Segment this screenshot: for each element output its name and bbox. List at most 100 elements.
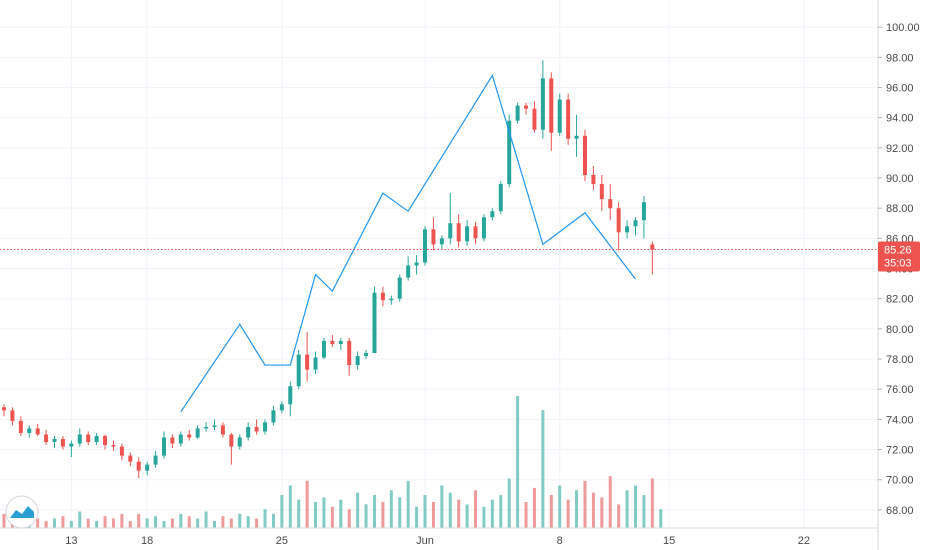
candle[interactable] [414, 254, 419, 275]
volume-bar [86, 518, 90, 528]
candle[interactable] [456, 214, 461, 248]
candle[interactable] [431, 217, 436, 251]
candle[interactable] [380, 286, 385, 307]
candle[interactable] [220, 422, 225, 438]
volume-bar [516, 396, 520, 528]
candle[interactable] [77, 428, 82, 447]
volume-bar [406, 480, 410, 528]
candle[interactable] [557, 93, 562, 136]
volume-bar [474, 490, 478, 528]
candle[interactable] [119, 443, 124, 461]
candle[interactable] [27, 425, 32, 438]
candle[interactable] [625, 220, 630, 239]
candle[interactable] [170, 434, 175, 449]
candle[interactable] [321, 337, 326, 360]
candle[interactable] [608, 184, 613, 221]
volume-bar [423, 495, 427, 528]
candle[interactable] [641, 196, 646, 239]
candle[interactable] [591, 165, 596, 191]
candle[interactable] [582, 129, 587, 182]
candle[interactable] [18, 416, 23, 436]
candle[interactable] [389, 295, 394, 305]
candle[interactable] [187, 429, 192, 441]
candle[interactable] [481, 214, 486, 242]
volume-bar [356, 492, 360, 528]
candle[interactable] [355, 351, 360, 370]
candle[interactable] [305, 331, 310, 382]
candle[interactable] [60, 435, 65, 450]
candle[interactable] [229, 432, 234, 465]
candle[interactable] [633, 217, 638, 236]
candle[interactable] [136, 457, 141, 479]
candle[interactable] [263, 419, 268, 435]
candle[interactable] [271, 405, 276, 426]
y-tick-label: 76.00 [886, 384, 914, 396]
candle[interactable] [94, 432, 99, 446]
candle[interactable] [397, 274, 402, 302]
candle[interactable] [288, 381, 293, 417]
candle[interactable] [279, 401, 284, 414]
candle[interactable] [204, 422, 209, 432]
candle[interactable] [616, 202, 621, 251]
candle[interactable] [498, 181, 503, 215]
candle[interactable] [406, 256, 411, 281]
candle[interactable] [330, 334, 335, 347]
volume-bar [145, 518, 149, 528]
candle[interactable] [423, 226, 427, 266]
volume-bar [431, 502, 435, 528]
candle[interactable] [347, 337, 352, 376]
candle[interactable] [296, 349, 301, 390]
candle[interactable] [515, 102, 520, 124]
volume-bar [558, 485, 562, 528]
candle[interactable] [246, 422, 251, 441]
candle[interactable] [549, 72, 554, 151]
volume-bar [221, 516, 225, 528]
candle[interactable] [473, 221, 478, 245]
tradingview-logo-icon[interactable] [5, 495, 39, 529]
candle[interactable] [52, 435, 57, 449]
candle[interactable] [532, 101, 537, 133]
candle[interactable] [212, 419, 217, 430]
candle[interactable] [313, 351, 318, 375]
candle[interactable] [153, 451, 158, 468]
candle[interactable] [161, 431, 166, 459]
time-axis[interactable]: 13 18 25 Jun 8 15 22 [65, 535, 810, 547]
candle[interactable] [574, 114, 579, 157]
candle[interactable] [254, 419, 259, 435]
candle[interactable] [195, 425, 200, 439]
candle[interactable] [540, 60, 545, 139]
candle[interactable] [372, 286, 377, 354]
candle[interactable] [145, 461, 150, 476]
candle[interactable] [111, 440, 116, 452]
candle[interactable] [103, 434, 108, 450]
x-tick-label: 25 [276, 535, 288, 547]
candle[interactable] [566, 93, 571, 145]
candle[interactable] [439, 235, 444, 249]
volume-bar [238, 513, 242, 528]
candle[interactable] [178, 431, 183, 447]
candle[interactable] [86, 431, 91, 446]
candle[interactable] [448, 193, 453, 245]
candle[interactable] [364, 349, 369, 360]
candle[interactable] [524, 102, 529, 115]
candle[interactable] [338, 337, 343, 350]
candle[interactable] [465, 220, 470, 246]
volume-bar [617, 504, 621, 528]
candle[interactable] [237, 434, 242, 450]
candle[interactable] [507, 114, 512, 188]
candle[interactable] [2, 404, 6, 417]
volume-bar [322, 497, 326, 528]
candle[interactable] [490, 208, 495, 221]
candle[interactable] [599, 174, 604, 212]
candle[interactable] [128, 452, 133, 467]
candle[interactable] [10, 407, 15, 426]
price-axis[interactable]: 100.0098.0096.0094.0092.0090.0088.0086.0… [878, 22, 920, 517]
volume-bar [162, 520, 166, 528]
candle[interactable] [35, 423, 40, 436]
candle[interactable] [69, 440, 74, 458]
candle[interactable] [650, 241, 655, 275]
volume-bar [415, 506, 419, 528]
candle[interactable] [44, 429, 49, 446]
trend-drawing[interactable] [180, 73, 636, 413]
